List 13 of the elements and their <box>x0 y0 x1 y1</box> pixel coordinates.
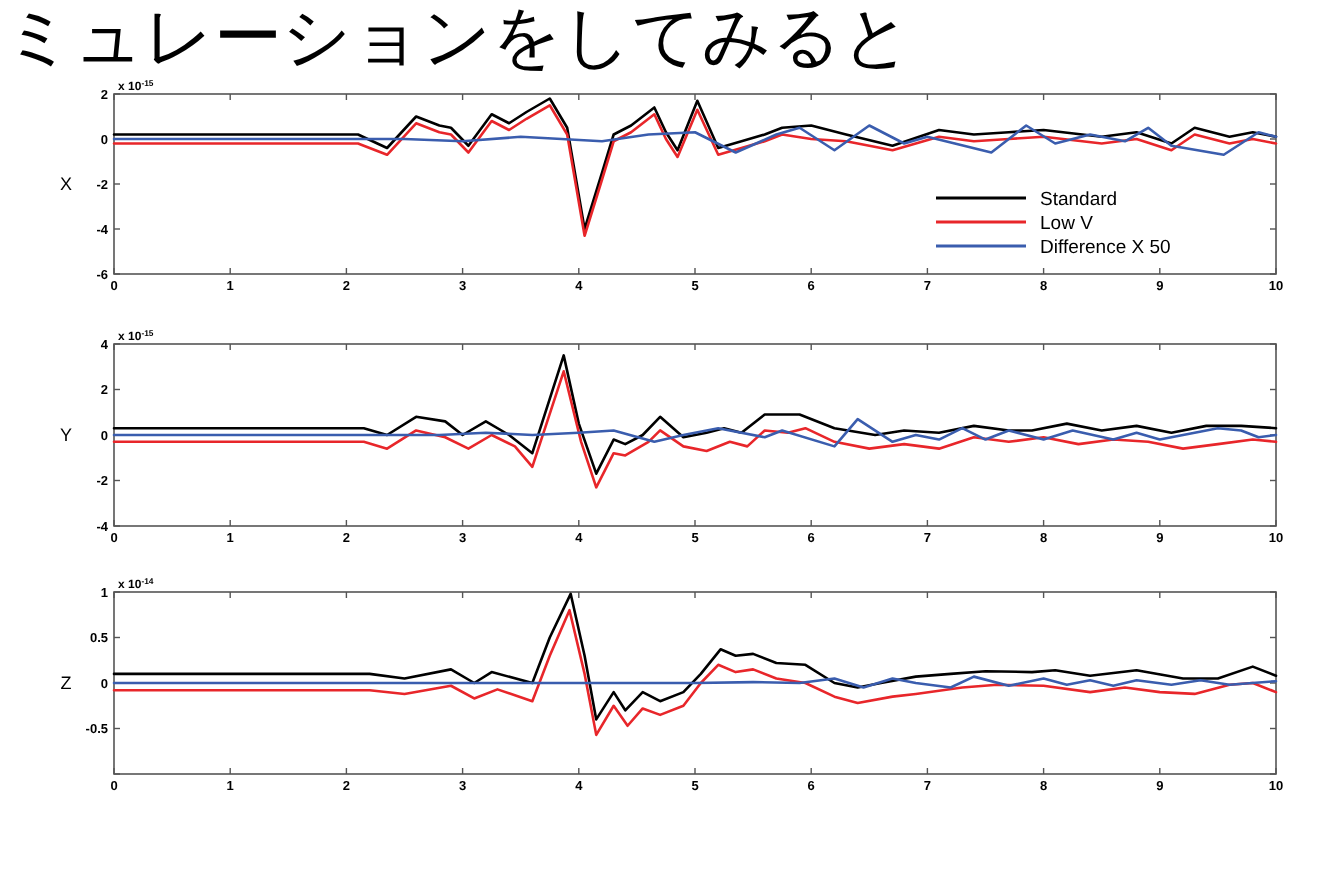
legend-label: Difference X 50 <box>1040 237 1171 259</box>
legend-label: Standard <box>1040 189 1118 211</box>
line-series <box>112 417 1278 448</box>
chart-title: ミュレーションをしてみると <box>4 0 912 76</box>
line-series <box>112 370 1278 489</box>
y-axis-title: Z <box>60 673 73 693</box>
line-series <box>112 608 1278 737</box>
y-axis-title: X <box>59 174 73 194</box>
line-series <box>112 124 1278 157</box>
line-series <box>112 592 1278 721</box>
legend-label: Low V <box>1040 213 1095 235</box>
y-axis-title: Y <box>59 425 73 445</box>
line-series <box>112 354 1278 475</box>
